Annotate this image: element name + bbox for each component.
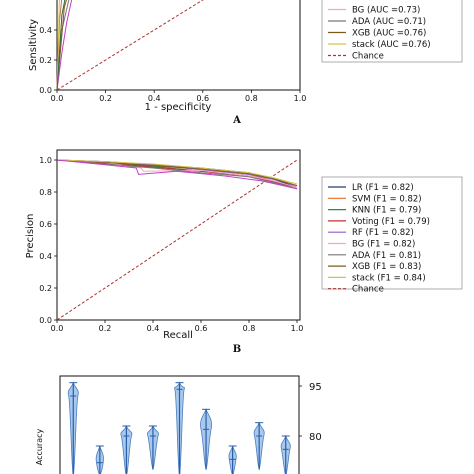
panel-b-y-axis-label: Precision	[25, 214, 36, 259]
legend-label: BG (F1 = 0.82)	[352, 240, 415, 250]
legend-label: ADA (F1 = 0.81)	[352, 251, 421, 261]
legend-label: BG (AUC =0.73)	[352, 6, 420, 16]
x-tick-label: 0.2	[99, 324, 112, 333]
series-line-0	[56, 0, 63, 91]
series-line-9	[56, 159, 298, 190]
series-line-5	[56, 159, 298, 188]
legend-label: stack (F1 = 0.84)	[352, 273, 426, 283]
legend-label: ADA (AUC =0.71)	[352, 17, 426, 27]
y-tick-label: 0.4	[39, 26, 52, 35]
x-tick-label: 0.4	[148, 94, 161, 103]
x-tick-label: 0.4	[147, 324, 160, 333]
x-tick-label: 0.6	[195, 324, 208, 333]
x-tick-label: 1.0	[291, 324, 304, 333]
panel-b-label: B	[233, 344, 241, 355]
x-tick-label: 0.8	[245, 94, 258, 103]
legend-label: XGB (F1 = 0.83)	[352, 262, 421, 272]
chance-line	[56, 0, 204, 91]
panel-a-plot-area	[56, 0, 301, 91]
panel-b-x-axis-label: Recall	[163, 330, 193, 341]
panel-b-series-group	[56, 159, 298, 321]
panel-a-chart: 0.0 0.2 0.4 0.0 0.2 0.4 0.6 0.8 1.0 Sensitivity…	[28, 0, 463, 126]
panel-a-x-axis-label: 1 - specificity	[145, 102, 212, 113]
legend-label: RF (F1 = 0.82)	[352, 228, 414, 238]
y-tick-label: 0.2	[39, 56, 52, 65]
y-tick-label: 0.0	[39, 86, 52, 95]
x-tick-label: 0.8	[243, 324, 256, 333]
panel-c-violins	[67, 381, 291, 474]
x-tick-label: 0.2	[99, 94, 112, 103]
x-tick-label: 1.0	[294, 94, 307, 103]
legend-label: LR (F1 = 0.82)	[352, 183, 414, 193]
panel-a-legend: BG (AUC =0.73)ADA (AUC =0.71) XGB (AUC =0…	[328, 6, 431, 62]
y-tick-label: 0.8	[39, 188, 52, 197]
series-line-3	[56, 159, 298, 188]
panel-a-y-axis-label: Sensitivity	[28, 19, 39, 71]
series-line-7	[56, 159, 298, 187]
y-tick-label: 0.0	[39, 316, 52, 325]
panel-c-y-ticks: 95 80	[299, 382, 322, 443]
panel-c-y-axis-label: Accuracy	[35, 428, 44, 465]
panel-a-y-ticks: 0.0 0.2 0.4	[39, 26, 57, 95]
c-y-tick-label: 95	[309, 382, 322, 393]
panel-b-legend: LR (F1 = 0.82)SVM (F1 = 0.82) KNN (F1 = 0…	[328, 183, 430, 295]
legend-label: Chance	[352, 285, 384, 295]
chance-line	[56, 159, 298, 321]
series-line-4	[56, 0, 60, 91]
legend-label: KNN (F1 = 0.79)	[352, 206, 421, 216]
panel-b-chart: 0.0 0.2 0.4 0.6 0.8 1.0 0.0 0.2 0.4 0.6 0.8 1.0 Pr…	[25, 149, 463, 355]
panel-b-legend-box	[321, 176, 463, 290]
series-line-8	[56, 159, 298, 185]
series-line-5	[56, 0, 73, 91]
panel-a-label: A	[232, 115, 241, 126]
series-line-6	[56, 0, 66, 91]
x-tick-label: 0.0	[51, 324, 64, 333]
y-tick-label: 0.4	[39, 252, 52, 261]
legend-label: Chance	[352, 52, 384, 62]
c-y-tick-label: 80	[309, 432, 322, 443]
x-tick-label: 0.6	[196, 94, 209, 103]
panel-a-legend-box	[321, 0, 463, 63]
legend-label: stack (AUC =0.76)	[352, 40, 431, 50]
panel-a-series-group	[56, 0, 204, 91]
panel-c-chart: 95 80 Accuracy	[35, 375, 322, 474]
x-tick-label: 0.0	[51, 94, 64, 103]
legend-label: SVM (F1 = 0.82)	[352, 194, 422, 204]
legend-label: XGB (AUC =0.76)	[352, 29, 426, 39]
legend-label: Voting (F1 = 0.79)	[352, 217, 430, 227]
panel-b-y-ticks: 0.0 0.2 0.4 0.6 0.8 1.0	[39, 156, 57, 325]
series-line-3	[56, 0, 67, 91]
y-tick-label: 0.6	[39, 220, 52, 229]
panel-b-x-ticks: 0.0 0.2 0.4 0.6 0.8 1.0	[51, 320, 304, 333]
panel-a-x-ticks: 0.0 0.2 0.4 0.6 0.8 1.0	[51, 90, 307, 103]
series-line-6	[56, 159, 298, 190]
y-tick-label: 0.2	[39, 284, 52, 293]
y-tick-label: 1.0	[39, 156, 52, 165]
